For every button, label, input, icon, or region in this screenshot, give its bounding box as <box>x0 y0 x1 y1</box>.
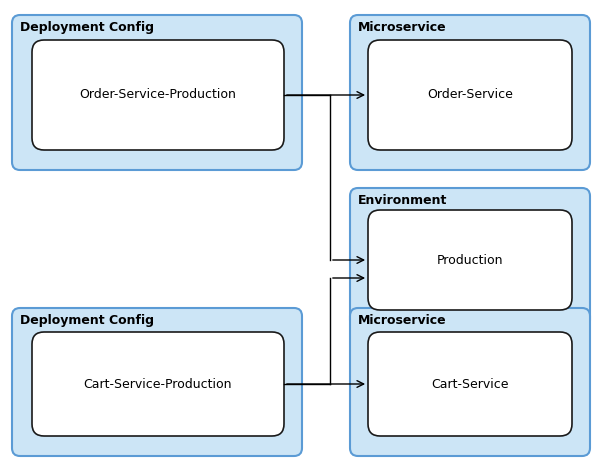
Text: Microservice: Microservice <box>358 21 447 34</box>
FancyBboxPatch shape <box>32 40 284 150</box>
Text: Deployment Config: Deployment Config <box>20 21 154 34</box>
Text: Environment: Environment <box>358 194 447 207</box>
FancyBboxPatch shape <box>368 332 572 436</box>
Text: Cart-Service-Production: Cart-Service-Production <box>84 377 232 391</box>
Text: Order-Service-Production: Order-Service-Production <box>79 89 236 102</box>
FancyBboxPatch shape <box>368 210 572 310</box>
Text: Production: Production <box>437 254 503 267</box>
FancyBboxPatch shape <box>368 40 572 150</box>
Text: Cart-Service: Cart-Service <box>432 377 509 391</box>
FancyBboxPatch shape <box>350 188 590 328</box>
Text: Deployment Config: Deployment Config <box>20 314 154 327</box>
Text: Microservice: Microservice <box>358 314 447 327</box>
FancyBboxPatch shape <box>350 308 590 456</box>
Text: Order-Service: Order-Service <box>427 89 513 102</box>
FancyBboxPatch shape <box>12 15 302 170</box>
FancyBboxPatch shape <box>350 15 590 170</box>
FancyBboxPatch shape <box>32 332 284 436</box>
FancyBboxPatch shape <box>12 308 302 456</box>
